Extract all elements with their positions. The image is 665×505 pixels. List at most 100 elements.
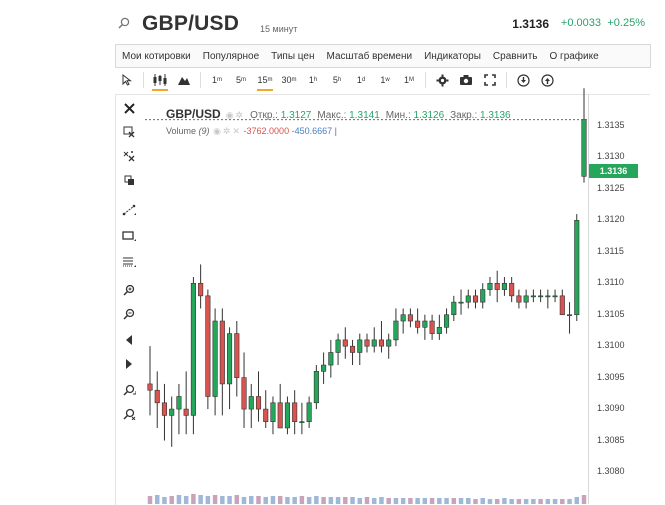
gear-icon[interactable]: ✲	[235, 110, 244, 120]
volume-period: (9)	[198, 126, 210, 136]
volume-bar	[523, 499, 529, 504]
close-icon[interactable]	[117, 98, 141, 118]
timeframe-unit: m	[217, 77, 222, 83]
volume-bar	[364, 497, 370, 504]
candle	[552, 289, 558, 303]
menu-compare[interactable]: Сравнить	[492, 50, 538, 62]
candle-body-up	[321, 364, 327, 372]
volume-bar	[516, 499, 522, 504]
menu-time-scale[interactable]: Масштаб времени	[326, 50, 413, 62]
volume-bar	[357, 498, 363, 504]
volume-bar	[241, 497, 247, 504]
candle-body-up	[284, 402, 290, 429]
candle-body-up	[566, 314, 573, 317]
y-tick-label: 1.3085	[597, 434, 625, 445]
cursor-icon[interactable]	[115, 69, 139, 91]
timeframe-number: 1	[380, 75, 386, 85]
menu-price-types[interactable]: Типы цен	[271, 50, 315, 62]
timeframe-unit: M	[409, 77, 414, 83]
search-icon[interactable]	[118, 17, 130, 29]
volume-bar	[205, 496, 211, 504]
candle-body-up	[371, 339, 377, 347]
candle-body-down	[429, 320, 435, 334]
y-tick-label: 1.3095	[597, 371, 625, 382]
volume-bar	[502, 498, 507, 504]
gear-icon[interactable]: ✲	[222, 126, 231, 136]
candle-body-up	[451, 301, 457, 316]
menu-popular[interactable]: Популярное	[202, 50, 260, 62]
candle-body-down	[509, 282, 515, 297]
candle-body-up	[400, 314, 406, 322]
candle-body-down	[364, 339, 370, 347]
candle-body-up	[538, 295, 544, 298]
chart-toolbar: 1 m 5 m 15 m 30 m 1 h 5 h 1 d 1 w 1 M	[115, 68, 649, 92]
menu-about-chart[interactable]: О графике	[549, 50, 599, 62]
candle-body-up	[487, 282, 493, 290]
candle	[349, 339, 356, 366]
volume-bar	[480, 498, 485, 504]
candles-icon[interactable]	[148, 69, 172, 91]
upload-icon[interactable]	[535, 69, 559, 91]
timeframe-unit: m	[267, 77, 273, 83]
candle-body-up	[190, 282, 196, 416]
eye-icon[interactable]: ◉	[213, 126, 221, 136]
mountain-icon[interactable]	[172, 69, 196, 91]
price-axis[interactable]: 1.3135 1.3130 1.3125 1.3120 1.3115 1.3110 1.31…	[588, 94, 650, 504]
menu-my-quotes[interactable]: Мои котировки	[122, 50, 191, 62]
volume-bar	[183, 496, 189, 504]
arrow-right-icon[interactable]	[117, 354, 141, 374]
candle-body-up	[176, 396, 182, 410]
candle	[487, 276, 493, 296]
y-tick-label: 1.3130	[597, 151, 625, 162]
volume-bar	[487, 499, 493, 504]
delete-drawing-icon[interactable]	[117, 122, 141, 142]
zoom-in-icon[interactable]	[117, 280, 141, 300]
zoom-out-icon[interactable]	[117, 304, 141, 324]
candle-body-down	[255, 396, 262, 410]
timeframe-15m[interactable]: 15 m	[253, 69, 277, 91]
fullscreen-icon[interactable]	[478, 69, 502, 91]
menu-indicators[interactable]: Индикаторы	[424, 50, 481, 62]
candle-body-down	[147, 383, 153, 391]
trend-line-icon[interactable]	[117, 200, 141, 220]
volume-bar	[314, 496, 319, 504]
zoom-reset-icon[interactable]	[117, 404, 141, 424]
download-icon[interactable]	[511, 69, 535, 91]
chart-area[interactable]	[115, 94, 650, 505]
fibonacci-icon[interactable]	[117, 252, 141, 272]
eye-icon[interactable]: ◉	[225, 110, 234, 120]
volume-bar	[154, 495, 160, 504]
candle	[436, 314, 442, 340]
candle-body-up	[357, 339, 363, 353]
delete-all-icon[interactable]	[117, 146, 141, 166]
y-tick-label: 1.3120	[597, 214, 625, 225]
volume-bar	[437, 498, 442, 504]
candle	[219, 308, 225, 416]
candle	[357, 333, 363, 366]
close-icon[interactable]: ✕	[232, 126, 241, 136]
gear-icon[interactable]	[430, 69, 454, 91]
arrow-left-icon[interactable]	[117, 330, 141, 350]
timeframe-30m[interactable]: 30 m	[277, 69, 301, 91]
candle	[241, 352, 247, 428]
candle-body-up	[328, 352, 334, 366]
toolbar-divider	[143, 72, 144, 88]
zoom-fit-icon[interactable]	[117, 380, 141, 400]
camera-icon[interactable]	[454, 69, 478, 91]
rectangle-icon[interactable]	[117, 226, 141, 246]
copy-icon[interactable]	[117, 170, 141, 190]
volume-bar	[451, 498, 457, 504]
volume-bar	[350, 497, 355, 504]
timeframe-unit: h	[313, 77, 318, 83]
volume-bar	[292, 497, 297, 504]
candle	[545, 289, 551, 309]
toolbar-divider	[425, 72, 426, 88]
